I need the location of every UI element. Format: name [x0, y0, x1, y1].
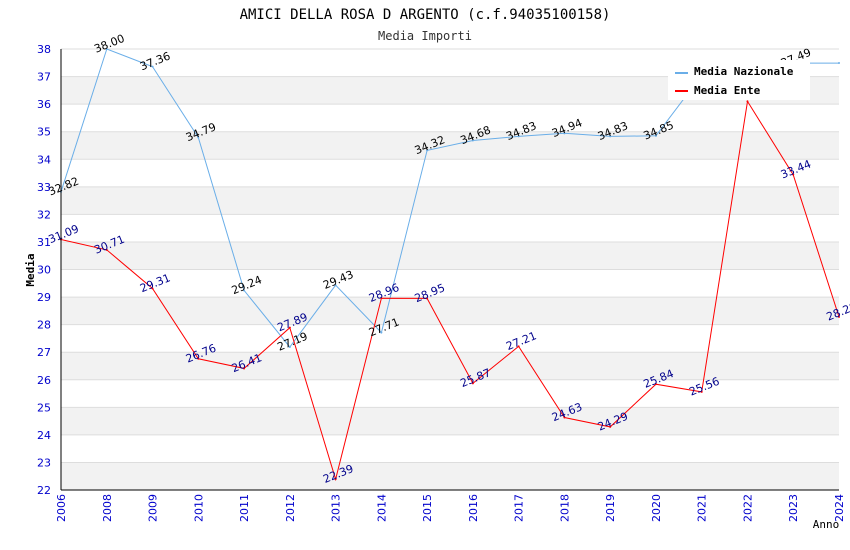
grid-band [61, 159, 839, 187]
legend: Media Nazionale Media Ente [668, 60, 810, 100]
grid-band [61, 241, 839, 270]
x-tick-label: 2010 [192, 494, 205, 522]
grid-band [61, 462, 839, 490]
y-tick-label: 33 [37, 181, 51, 194]
chart-subtitle: Media Importi [378, 29, 472, 43]
x-tick-label: 2023 [787, 494, 800, 522]
y-axis-label: Media [24, 253, 37, 286]
x-tick-label: 2015 [421, 494, 434, 522]
y-tick-label: 27 [37, 346, 51, 359]
x-tick-label: 2016 [467, 494, 480, 522]
data-point-media-ente [105, 248, 108, 251]
data-point-media-ente [517, 345, 520, 348]
x-tick-label: 2019 [604, 494, 617, 522]
data-point-media-ente [700, 390, 703, 393]
y-tick-label: 29 [37, 291, 51, 304]
grid-band [61, 186, 839, 215]
x-tick-label: 2022 [741, 494, 754, 522]
data-point-media-nazionale [243, 289, 246, 292]
data-point-media-nazionale [838, 62, 840, 65]
data-point-media-nazionale [288, 345, 291, 348]
data-point-media-ente [838, 315, 840, 318]
legend-box [668, 60, 810, 100]
data-point-media-nazionale [517, 135, 520, 138]
data-point-media-nazionale [105, 48, 108, 50]
y-tick-labels: 22 23 24 25 26 27 28 29 30 31 32 33 34 35 36 37 38 [37, 43, 51, 497]
data-point-media-nazionale [151, 65, 154, 68]
x-tick-label: 2013 [330, 494, 343, 522]
data-point-media-ente [426, 297, 429, 300]
x-tick-label: 2024 [833, 494, 846, 522]
y-tick-label: 30 [37, 264, 51, 277]
grid-band [61, 352, 839, 380]
x-tick-label: 2021 [696, 494, 709, 522]
x-tick-label: 2018 [558, 494, 571, 522]
y-tick-label: 22 [37, 484, 51, 497]
y-tick-label: 23 [37, 456, 51, 469]
x-tick-label: 2012 [284, 494, 297, 522]
data-point-media-ente [380, 297, 383, 300]
y-tick-label: 37 [37, 71, 51, 84]
data-point-media-ente [151, 287, 154, 290]
grid-band [61, 379, 839, 408]
grid-bands [61, 49, 839, 490]
x-axis-label: Anno [813, 518, 840, 531]
series-line-media-ente [60, 99, 840, 482]
y-tick-label: 34 [37, 153, 51, 166]
y-tick-label: 24 [37, 429, 51, 442]
y-tick-label: 36 [37, 98, 51, 111]
data-point-media-ente [288, 326, 291, 329]
grid-band [61, 104, 839, 132]
x-tick-label: 2014 [375, 494, 388, 522]
x-tick-label: 2011 [238, 494, 251, 522]
grid-band [61, 214, 839, 242]
data-point-media-ente [243, 367, 246, 370]
data-point-media-nazionale [380, 331, 383, 334]
data-point-media-ente [471, 382, 474, 385]
axes [60, 49, 839, 491]
data-point-media-ente [609, 425, 612, 428]
y-tick-label: 28 [37, 319, 51, 332]
grid-band [61, 269, 839, 298]
grid-lines [61, 48, 839, 491]
data-point-media-ente [563, 416, 566, 419]
data-point-media-nazionale [471, 139, 474, 142]
legend-label-media-ente: Media Ente [694, 84, 761, 97]
data-point-media-ente [746, 100, 749, 103]
data-point-media-ente [792, 173, 795, 176]
x-tick-label: 2006 [55, 494, 68, 522]
x-tick-label: 2017 [513, 494, 526, 522]
grid-band [61, 434, 839, 463]
data-point-media-nazionale [426, 149, 429, 152]
data-point-media-nazionale [563, 132, 566, 135]
chart-title: AMICI DELLA ROSA D ARGENTO (c.f.94035100… [240, 7, 611, 23]
y-tick-label: 25 [37, 401, 51, 414]
data-point-media-nazionale [609, 135, 612, 138]
data-point-media-ente [334, 478, 337, 481]
y-tick-label: 26 [37, 374, 51, 387]
legend-label-media-nazionale: Media Nazionale [694, 65, 794, 78]
x-tick-label: 2008 [101, 494, 114, 522]
grid-band [61, 324, 839, 353]
data-point-media-ente [654, 383, 657, 386]
x-tick-label: 2009 [147, 494, 160, 522]
y-tick-label: 38 [37, 43, 51, 56]
x-tick-label: 2020 [650, 494, 663, 522]
data-point-media-nazionale [334, 284, 337, 287]
x-tick-labels: 2006 2008 2009 2010 2011 2012 2013 2014 2015 2016… [55, 494, 846, 522]
grid-band [61, 407, 839, 435]
grid-band [61, 297, 839, 325]
y-tick-label: 31 [37, 236, 51, 249]
data-point-media-nazionale [197, 136, 200, 139]
data-point-media-nazionale [654, 134, 657, 137]
y-tick-label: 32 [37, 208, 51, 221]
data-point-media-ente [197, 357, 200, 360]
y-tick-label: 35 [37, 126, 51, 139]
